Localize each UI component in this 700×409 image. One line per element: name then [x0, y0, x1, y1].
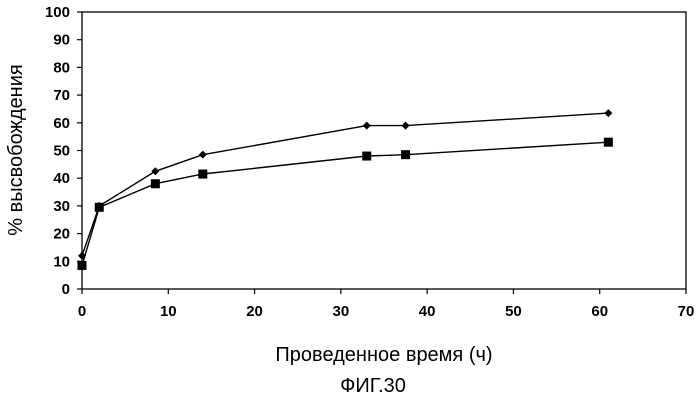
y-tick-label: 20 — [53, 226, 70, 243]
y-tick-label: 70 — [53, 87, 70, 104]
x-tick-label: 30 — [333, 303, 350, 320]
y-axis-title: % высвобождения — [5, 64, 27, 235]
y-tick-label: 50 — [53, 143, 70, 160]
y-tick-label: 30 — [53, 198, 70, 215]
plot-frame — [82, 12, 686, 289]
y-tick-label: 10 — [53, 253, 70, 270]
x-tick-label: 10 — [160, 303, 177, 320]
y-tick-label: 100 — [45, 4, 70, 21]
plot-border — [82, 12, 686, 289]
diamond-point — [402, 122, 410, 130]
x-axis: 0 10 20 30 40 50 60 70 — [78, 289, 695, 320]
diamond-point — [604, 109, 612, 117]
series-square — [78, 138, 613, 270]
x-tick-label: 20 — [246, 303, 263, 320]
x-tick-label: 40 — [419, 303, 436, 320]
series-layer — [78, 109, 613, 270]
figure-caption: ФИГ.30 — [340, 375, 406, 397]
x-tick-label: 50 — [505, 303, 522, 320]
y-axis: 0 10 20 30 40 50 60 70 80 90 100 — [45, 4, 82, 298]
diamond-point — [199, 151, 207, 159]
square-point — [95, 203, 104, 212]
release-chart: 0 10 20 30 40 50 60 70 80 90 100 0 10 20 30 40 50 60 70 %… — [0, 0, 700, 404]
diamond-point — [151, 167, 159, 175]
y-tick-label: 60 — [53, 115, 70, 132]
x-tick-label: 0 — [78, 303, 86, 320]
x-tick-label: 70 — [678, 303, 695, 320]
x-tick-label: 60 — [591, 303, 608, 320]
chart-container: 0 10 20 30 40 50 60 70 80 90 100 0 10 20 30 40 50 60 70 %… — [0, 0, 700, 404]
x-axis-title: Проведенное время (ч) — [275, 344, 492, 366]
square-point — [78, 261, 87, 270]
series-diamond-line — [82, 113, 608, 256]
square-point — [604, 138, 613, 147]
y-tick-label: 40 — [53, 170, 70, 187]
series-square-line — [82, 142, 608, 265]
square-point — [151, 179, 160, 188]
diamond-point — [363, 122, 371, 130]
y-tick-label: 90 — [53, 32, 70, 49]
y-tick-label: 0 — [62, 281, 70, 298]
y-tick-label: 80 — [53, 59, 70, 76]
square-point — [401, 150, 410, 159]
square-point — [362, 152, 371, 161]
square-point — [198, 170, 207, 179]
